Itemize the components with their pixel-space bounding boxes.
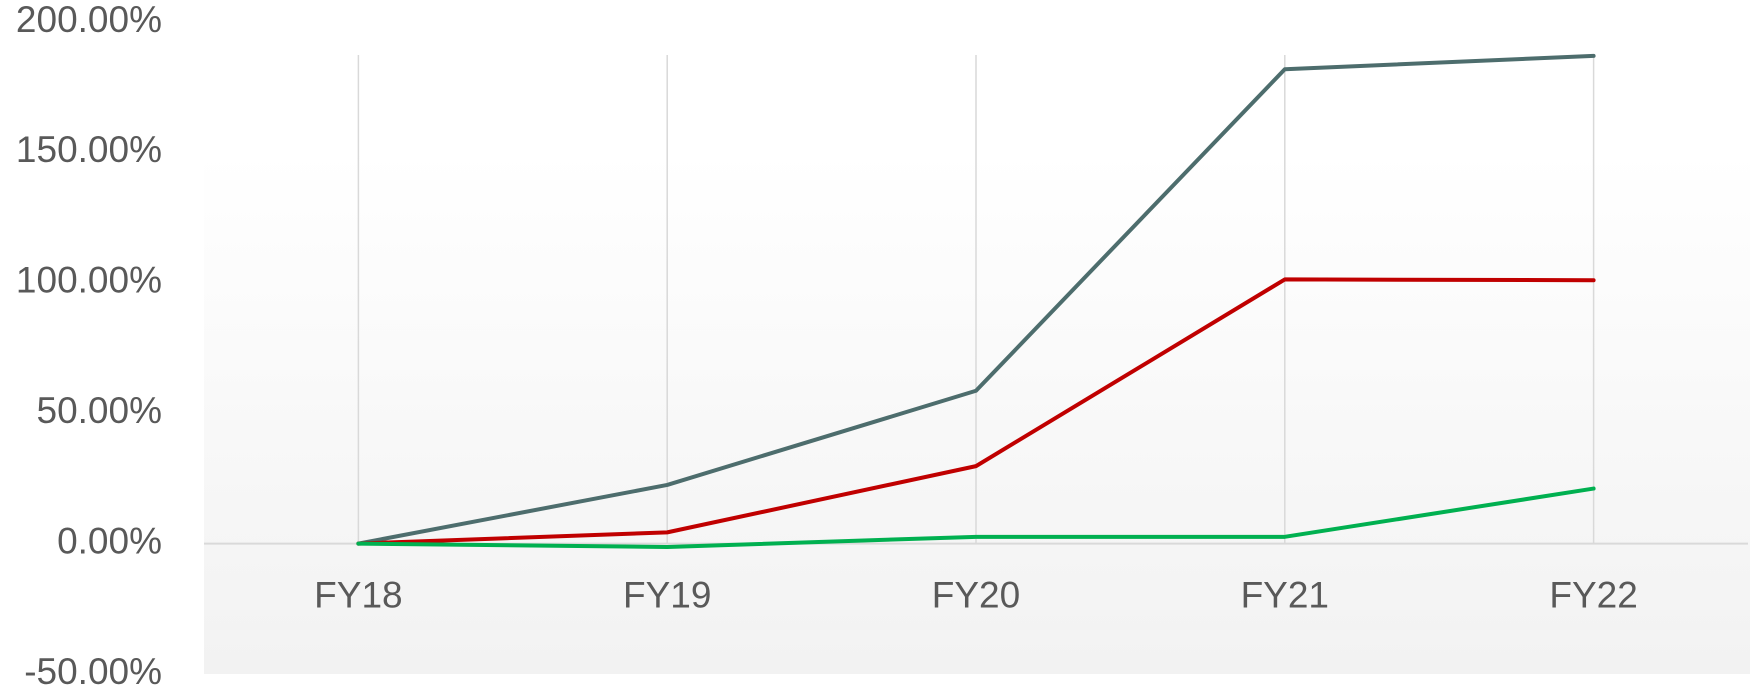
y-tick-label: 100.00% xyxy=(16,260,162,301)
series-line xyxy=(356,486,1596,549)
x-tick-label: FY18 xyxy=(314,574,402,615)
plot-background xyxy=(204,22,1750,674)
x-tick-label: FY19 xyxy=(623,574,711,615)
x-tick-label: FY20 xyxy=(932,574,1020,615)
y-tick-label: 200.00% xyxy=(16,0,162,40)
series-line xyxy=(356,53,1596,546)
x-tick-label: FY22 xyxy=(1549,574,1637,615)
y-tick-label: -50.00% xyxy=(24,651,162,688)
y-tick-label: 50.00% xyxy=(37,390,163,431)
series-line xyxy=(356,277,1596,546)
y-tick-label: 0.00% xyxy=(57,520,162,561)
x-tick-label: FY21 xyxy=(1241,574,1329,615)
y-tick-label: 150.00% xyxy=(16,129,162,170)
